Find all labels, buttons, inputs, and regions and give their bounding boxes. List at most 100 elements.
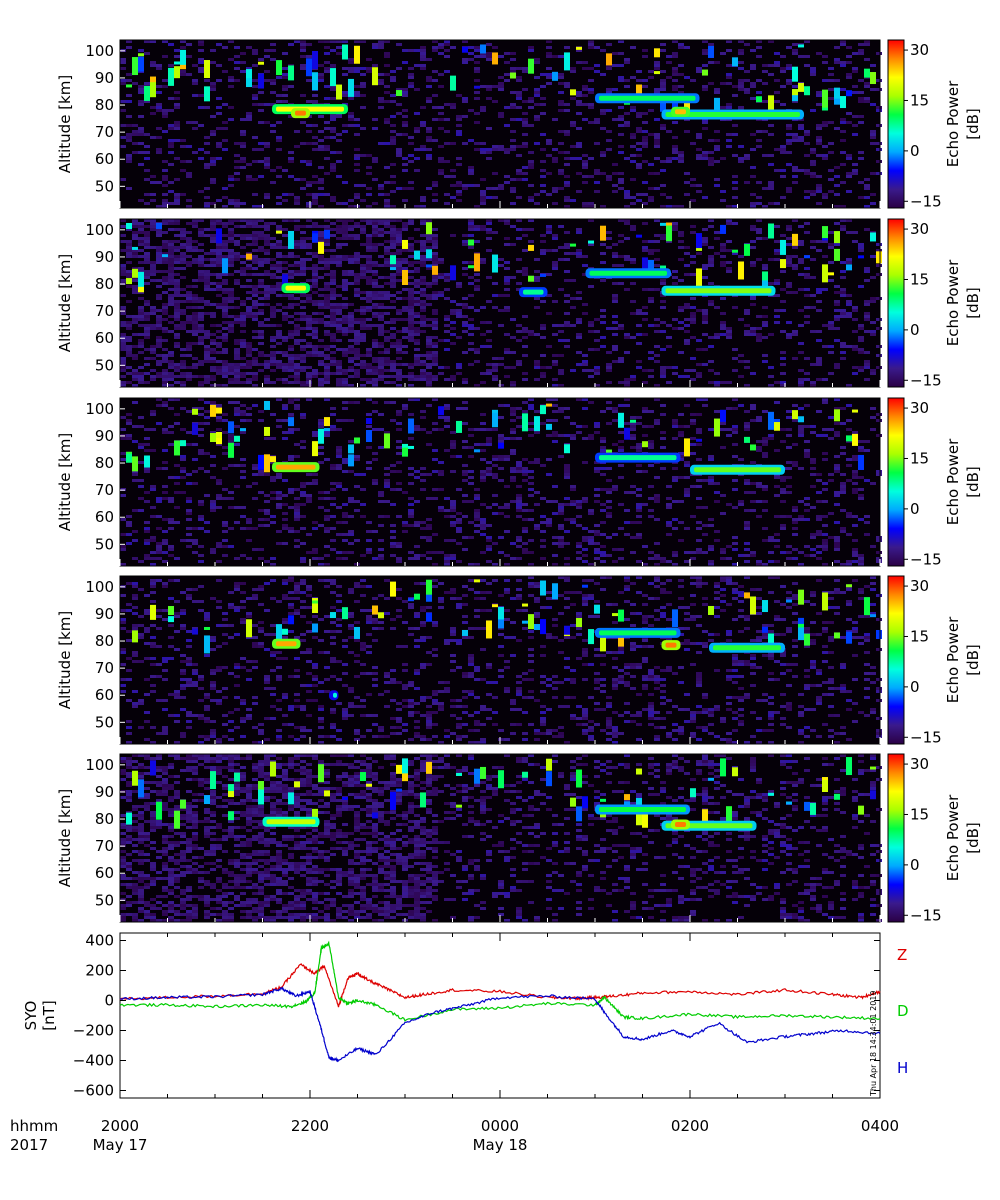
noise-cell (540, 354, 546, 357)
noise-cell (240, 413, 246, 416)
noise-cell (288, 428, 294, 431)
noise-cell (444, 297, 450, 300)
noise-cell (330, 130, 336, 133)
noise-cell (486, 219, 492, 222)
noise-cell (324, 157, 330, 160)
noise-cell (720, 264, 726, 267)
noise-cell (204, 166, 210, 169)
noise-cell (858, 327, 864, 330)
echo-spike (414, 250, 420, 260)
noise-cell (606, 231, 612, 234)
noise-cell (426, 324, 432, 327)
noise-cell (630, 261, 636, 264)
noise-cell (156, 324, 162, 327)
noise-cell (306, 551, 312, 554)
noise-cell (702, 276, 708, 279)
noise-cell (732, 85, 738, 88)
noise-cell (474, 148, 480, 151)
noise-cell (810, 258, 816, 261)
noise-cell (624, 190, 630, 193)
noise-cell (492, 306, 498, 309)
noise-cell (210, 130, 216, 133)
noise-cell (264, 55, 270, 58)
noise-cell (846, 345, 852, 348)
noise-cell (582, 202, 588, 205)
noise-cell (270, 103, 276, 106)
noise-cell (504, 124, 510, 127)
noise-cell (474, 97, 480, 100)
noise-cell (264, 500, 270, 503)
noise-cell (702, 121, 708, 124)
noise-cell (492, 100, 498, 103)
noise-cell (564, 345, 570, 348)
noise-cell (300, 384, 306, 387)
noise-cell (774, 258, 780, 261)
noise-cell (270, 360, 276, 363)
noise-cell (654, 142, 660, 145)
noise-cell (624, 333, 630, 336)
noise-cell (384, 363, 390, 366)
noise-cell (294, 202, 300, 205)
noise-cell (306, 398, 312, 401)
noise-cell (294, 327, 300, 330)
noise-cell (522, 354, 528, 357)
noise-cell (156, 246, 162, 249)
noise-cell (192, 551, 198, 554)
noise-cell (384, 193, 390, 196)
noise-cell (330, 467, 336, 470)
noise-cell (708, 261, 714, 264)
noise-cell (558, 55, 564, 58)
noise-cell (240, 339, 246, 342)
noise-cell (216, 303, 222, 306)
noise-cell (222, 187, 228, 190)
noise-cell (378, 375, 384, 378)
noise-cell (252, 234, 258, 237)
noise-cell (762, 187, 768, 190)
noise-cell (306, 372, 312, 375)
noise-cell (120, 124, 126, 127)
noise-cell (396, 252, 402, 255)
noise-cell (510, 190, 516, 193)
noise-cell (372, 458, 378, 461)
noise-cell (360, 336, 366, 339)
noise-cell (252, 94, 258, 97)
noise-cell (804, 294, 810, 297)
noise-cell (216, 79, 222, 82)
noise-cell (684, 130, 690, 133)
noise-cell (510, 318, 516, 321)
noise-cell (174, 288, 180, 291)
noise-cell (228, 300, 234, 303)
noise-cell (192, 342, 198, 345)
noise-cell (654, 264, 660, 267)
noise-cell (186, 345, 192, 348)
noise-cell (222, 70, 228, 73)
noise-cell (354, 336, 360, 339)
noise-cell (774, 61, 780, 64)
noise-cell (354, 94, 360, 97)
noise-cell (234, 413, 240, 416)
noise-cell (258, 231, 264, 234)
noise-cell (210, 88, 216, 91)
noise-cell (198, 518, 204, 521)
noise-cell (822, 55, 828, 58)
noise-cell (348, 258, 354, 261)
noise-cell (522, 178, 528, 181)
noise-cell (468, 342, 474, 345)
noise-cell (624, 121, 630, 124)
noise-cell (360, 324, 366, 327)
noise-cell (300, 446, 306, 449)
noise-cell (534, 378, 540, 381)
noise-cell (234, 348, 240, 351)
noise-cell (228, 434, 234, 437)
noise-cell (138, 315, 144, 318)
noise-cell (378, 312, 384, 315)
noise-cell (468, 306, 474, 309)
noise-cell (432, 70, 438, 73)
noise-cell (174, 291, 180, 294)
noise-cell (240, 261, 246, 264)
noise-cell (162, 518, 168, 521)
noise-cell (774, 321, 780, 324)
noise-cell (360, 85, 366, 88)
noise-cell (276, 491, 282, 494)
noise-cell (738, 360, 744, 363)
